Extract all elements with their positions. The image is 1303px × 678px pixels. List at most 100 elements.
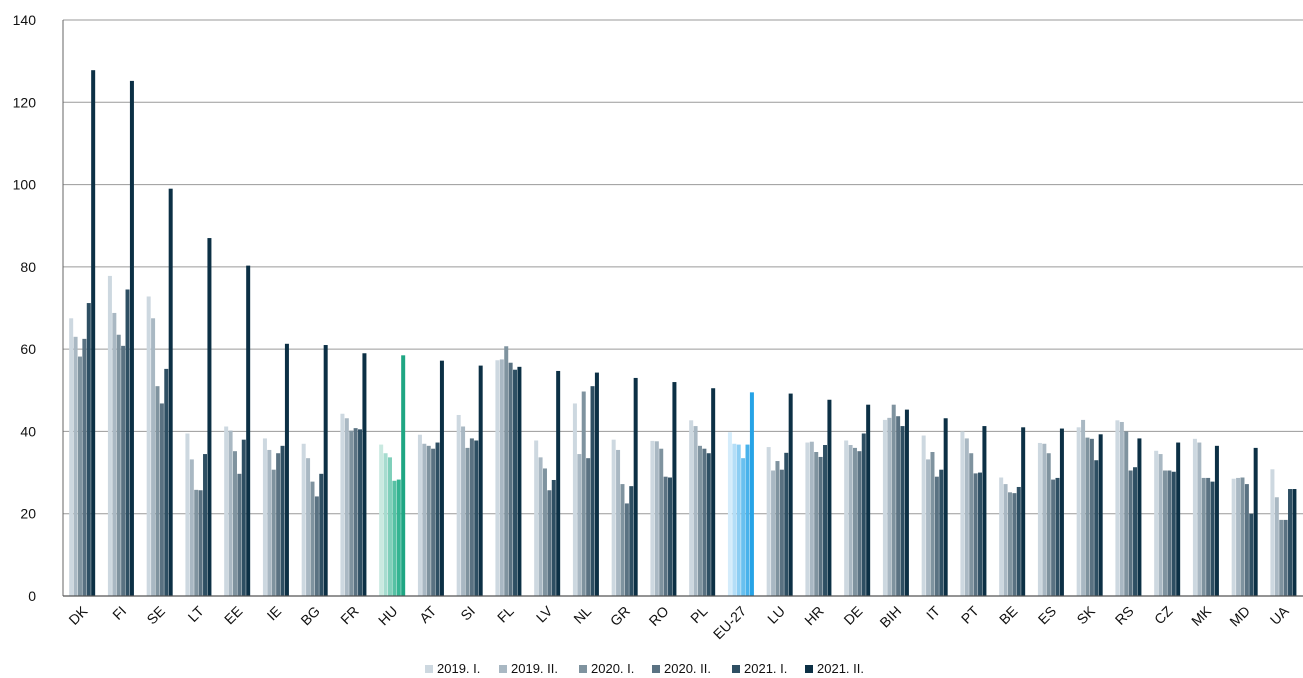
bar-GR-2 <box>616 449 621 596</box>
bar-EU-27-6 <box>749 392 754 596</box>
x-tick-label: LT <box>185 603 207 625</box>
bar-CZ-4 <box>1167 470 1172 596</box>
bar-LT-4 <box>198 490 203 596</box>
bar-GR-3 <box>620 484 625 596</box>
bar-BG-6 <box>323 345 328 596</box>
legend-label: 2019. I. <box>437 661 480 676</box>
bar-FL-2 <box>499 359 504 596</box>
bar-LU-3 <box>775 461 780 596</box>
bar-SE-2 <box>151 318 156 596</box>
legend-label: 2020. II. <box>664 661 711 676</box>
bar-BG-3 <box>310 481 315 596</box>
bar-CZ-1 <box>1154 450 1159 596</box>
bar-HU-1 <box>379 444 384 596</box>
bar-DK-4 <box>82 338 87 596</box>
bar-MK-3 <box>1201 477 1206 596</box>
bar-EU-27-4 <box>741 458 746 596</box>
bar-FR-4 <box>353 428 358 596</box>
bar-DE-1 <box>844 440 849 596</box>
bar-CZ-2 <box>1158 454 1163 596</box>
bar-IT-1 <box>921 435 926 596</box>
bar-BE-3 <box>1007 492 1012 596</box>
gridlines <box>63 19 1303 515</box>
bar-SK-2 <box>1081 419 1086 596</box>
bar-RS-3 <box>1124 431 1129 596</box>
bar-AT-1 <box>417 434 422 596</box>
x-tick-label: PL <box>687 603 711 627</box>
bar-RO-4 <box>663 476 668 596</box>
bar-FL-6 <box>517 366 522 596</box>
bar-AT-6 <box>439 360 444 596</box>
bar-LU-4 <box>779 469 784 596</box>
bar-EU-27-3 <box>736 444 741 596</box>
x-tick-label: IT <box>923 602 943 622</box>
bar-EE-5 <box>241 439 246 596</box>
legend-swatch <box>425 665 433 673</box>
y-tick-label: 100 <box>13 177 37 193</box>
bar-GR-5 <box>629 486 634 596</box>
x-tick-label: LU <box>764 603 788 627</box>
bar-LU-2 <box>771 470 776 596</box>
bar-IT-5 <box>939 469 944 596</box>
bar-HR-2 <box>809 441 814 596</box>
y-tick-label: 20 <box>20 506 36 522</box>
bar-SK-5 <box>1094 460 1099 596</box>
bar-DK-5 <box>86 303 91 596</box>
bar-DK-3 <box>77 356 82 596</box>
bar-DE-6 <box>866 404 871 596</box>
x-tick-label: PT <box>958 602 982 626</box>
bar-LV-2 <box>538 457 543 596</box>
bar-EE-3 <box>232 451 237 596</box>
bar-NL-1 <box>572 403 577 596</box>
bar-IE-2 <box>267 449 272 596</box>
bar-AT-2 <box>422 443 427 596</box>
legend-swatch <box>805 665 813 673</box>
bar-SI-5 <box>474 440 479 596</box>
x-tick-label: FI <box>109 603 129 623</box>
bar-PT-2 <box>964 438 969 596</box>
bar-AT-5 <box>435 442 440 596</box>
bar-BIH-3 <box>891 404 896 596</box>
bar-IT-4 <box>934 476 939 596</box>
bar-MD-4 <box>1244 484 1249 596</box>
x-tick-label: SK <box>1073 602 1098 627</box>
x-tick-label: RS <box>1112 603 1137 628</box>
bar-SI-6 <box>478 365 483 596</box>
bar-BG-4 <box>314 496 319 596</box>
bar-LV-1 <box>534 440 539 596</box>
x-tick-label: DE <box>840 603 865 628</box>
bar-GR-4 <box>624 503 629 596</box>
bar-LT-5 <box>203 454 208 596</box>
bar-BE-5 <box>1016 486 1021 596</box>
bar-FI-6 <box>129 80 134 596</box>
legend-swatch <box>652 665 660 673</box>
bar-FL-4 <box>508 362 513 596</box>
bar-HU-3 <box>387 457 392 596</box>
bar-SI-1 <box>456 414 461 596</box>
bar-PL-2 <box>693 426 698 596</box>
bar-FI-3 <box>116 334 121 596</box>
y-tick-label: 0 <box>28 588 36 604</box>
bar-MD-2 <box>1236 477 1241 596</box>
axes <box>62 20 1303 597</box>
bar-UA-4 <box>1283 519 1288 596</box>
x-tick-label: ES <box>1035 603 1060 628</box>
x-tick-label: SI <box>457 603 478 624</box>
x-tick-label: FR <box>337 603 362 628</box>
y-tick-label: 80 <box>20 259 36 275</box>
bar-NL-5 <box>590 386 595 596</box>
bar-EE-4 <box>237 473 242 596</box>
bar-HR-6 <box>827 399 832 596</box>
bar-CZ-6 <box>1176 442 1181 596</box>
bar-RS-1 <box>1115 420 1120 596</box>
bar-HR-5 <box>823 445 828 596</box>
bar-BE-6 <box>1021 427 1026 596</box>
bar-PT-1 <box>960 431 965 596</box>
bar-PL-1 <box>689 420 694 596</box>
bar-FI-2 <box>112 312 117 596</box>
bar-FR-1 <box>340 413 345 596</box>
bar-BG-5 <box>319 473 324 596</box>
bar-MK-4 <box>1206 477 1211 596</box>
legend-swatch <box>732 665 740 673</box>
x-tick-label: LV <box>533 602 556 625</box>
